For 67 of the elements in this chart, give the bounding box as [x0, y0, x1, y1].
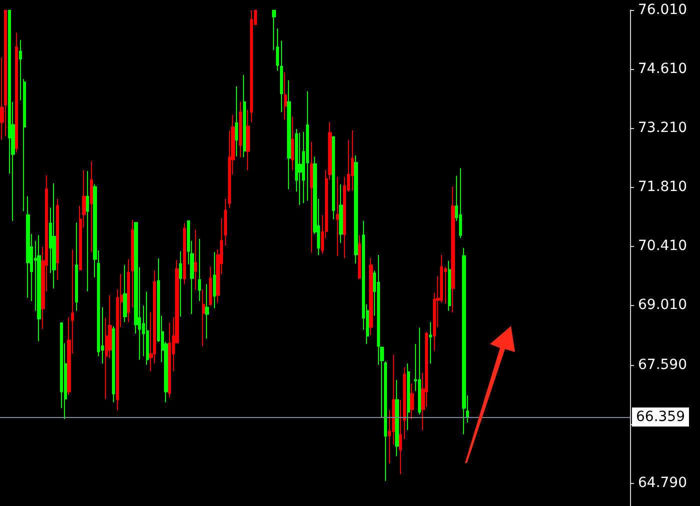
candlestick — [15, 32, 18, 154]
candlestick — [131, 220, 134, 308]
candlestick — [75, 222, 78, 312]
candlestick — [246, 109, 250, 171]
candlestick — [250, 10, 253, 123]
candlestick — [146, 291, 149, 366]
candlestick — [354, 155, 358, 264]
candlestick — [358, 234, 361, 279]
candlestick — [112, 326, 115, 403]
candlestick — [462, 247, 466, 435]
candlestick — [224, 198, 227, 246]
candlestick — [239, 101, 242, 158]
candlestick — [202, 289, 205, 347]
candlestick — [52, 182, 56, 289]
candlestick — [4, 10, 7, 137]
candlestick — [280, 40, 283, 113]
y-tick-label: 73.210 — [638, 120, 687, 136]
candlestick — [198, 238, 201, 302]
y-tick-label: 74.610 — [638, 61, 687, 78]
candlestick — [123, 264, 127, 323]
candlestick — [332, 136, 335, 220]
candlestick — [86, 170, 89, 292]
candlestick — [291, 116, 294, 171]
candlestick — [336, 176, 339, 256]
candlestick — [127, 258, 130, 323]
candlestick — [272, 10, 276, 51]
candlestick — [179, 250, 182, 318]
y-tick-label: 76.010 — [638, 2, 687, 18]
candlestick — [90, 160, 93, 253]
candlestick — [194, 229, 197, 290]
candlestick — [448, 260, 451, 312]
candlestick — [459, 168, 462, 239]
candlestick — [403, 366, 406, 440]
candlestick — [384, 360, 387, 482]
y-tick-label: 64.790 — [638, 475, 687, 492]
candlestick — [183, 222, 186, 285]
candlestick — [284, 72, 287, 120]
candlestick — [287, 80, 291, 190]
candlestick — [298, 132, 302, 206]
y-tick-label: 71.810 — [638, 179, 687, 196]
candlestick — [429, 322, 432, 364]
candlestick — [407, 362, 410, 431]
candlestick — [399, 399, 402, 474]
candlestick — [213, 252, 216, 309]
candlestick — [351, 130, 354, 192]
y-tick-label: 69.010 — [638, 297, 687, 314]
candlestick — [410, 383, 414, 420]
candlestick — [235, 86, 238, 157]
candlestick — [451, 186, 455, 313]
candlestick — [369, 258, 373, 336]
y-tick-label: 70.410 — [638, 238, 687, 254]
y-tick-label: 67.590 — [638, 357, 687, 374]
candlestick — [23, 78, 26, 212]
ref-line-label: 66.359 — [636, 409, 685, 426]
candlestick — [205, 284, 209, 340]
candlestick — [306, 90, 309, 202]
candlestick — [209, 266, 212, 306]
candlestick — [37, 234, 41, 342]
candlestick — [56, 198, 59, 280]
candlestick — [26, 196, 30, 298]
candlestick — [339, 184, 343, 244]
candlestick — [418, 327, 421, 415]
candlestick — [310, 142, 313, 254]
candlestick — [395, 379, 399, 457]
candlestick — [243, 74, 246, 158]
candlestick — [276, 28, 279, 72]
candlestick — [19, 39, 22, 101]
